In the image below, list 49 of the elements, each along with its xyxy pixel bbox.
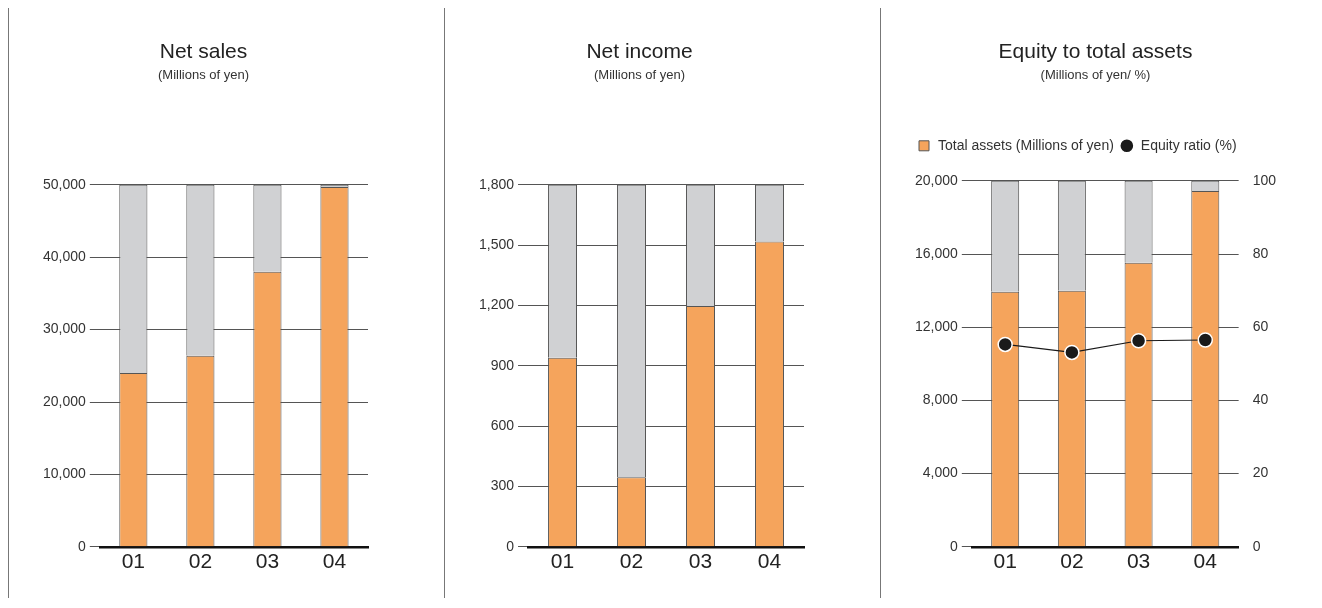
y-tick-label: 12,000 xyxy=(914,318,959,335)
y-tick-label: 0 xyxy=(950,537,959,554)
y2-tick-label: 0 xyxy=(1252,537,1261,554)
y-tick-label: 30,000 xyxy=(42,320,87,337)
chart-title: Net sales xyxy=(159,39,248,63)
y-tick-label: 20,000 xyxy=(42,392,87,409)
point xyxy=(1064,344,1080,361)
y2-tick-label: 40 xyxy=(1252,391,1269,408)
point xyxy=(1197,332,1214,348)
x-tick-label: 01 xyxy=(993,549,1017,573)
y-tick-label: 8,000 xyxy=(922,391,959,408)
y-tick-label: 4,000 xyxy=(922,464,959,481)
point xyxy=(1130,332,1147,349)
y-tick-label: 900 xyxy=(490,356,515,373)
y-tick-label: 20,000 xyxy=(914,171,959,188)
chart-subtitle: (Millions of yen/ %) xyxy=(1040,66,1151,82)
y-tick-label: 300 xyxy=(490,477,515,494)
chart-subtitle: (Millions of yen) xyxy=(157,66,250,82)
x-tick-label: 02 xyxy=(1060,549,1084,573)
x-tick-label: 01 xyxy=(121,549,146,573)
y-tick-label: 600 xyxy=(490,416,515,433)
chart-title: Net income xyxy=(586,39,693,63)
point xyxy=(997,336,1013,353)
chart-subtitle: (Millions of yen) xyxy=(593,66,686,82)
x-tick-label: 01 xyxy=(550,549,575,573)
y2-tick-label: 100 xyxy=(1252,171,1277,188)
y2-tick-label: 20 xyxy=(1252,464,1269,481)
y2-tick-label: 60 xyxy=(1252,318,1269,335)
x-tick-label: 03 xyxy=(688,549,713,573)
legend-label: Total assets (Millions of yen) xyxy=(938,136,1114,153)
x-tick-label: 04 xyxy=(322,549,347,573)
x-tick-label: 04 xyxy=(757,549,782,573)
y-tick-label: 1,200 xyxy=(478,296,515,313)
x-tick-label: 03 xyxy=(255,549,280,573)
y-tick-label: 1,500 xyxy=(478,235,515,252)
y-tick-label: 16,000 xyxy=(914,244,959,261)
x-tick-label: 04 xyxy=(1193,549,1218,573)
y-tick-label: 40,000 xyxy=(42,248,87,265)
y-tick-label: 0 xyxy=(78,537,87,554)
x-tick-label: 03 xyxy=(1126,549,1151,573)
legend-label: Equity ratio (%) xyxy=(1140,136,1237,153)
y2-tick-label: 80 xyxy=(1252,244,1269,261)
x-tick-label: 02 xyxy=(619,549,644,573)
chart-title: Equity to total assets xyxy=(998,39,1193,63)
y-tick-label: 0 xyxy=(506,537,515,554)
y-tick-label: 50,000 xyxy=(42,175,87,192)
x-tick-label: 02 xyxy=(188,549,213,573)
y-tick-label: 1,800 xyxy=(478,175,515,192)
y-tick-label: 10,000 xyxy=(42,465,87,482)
